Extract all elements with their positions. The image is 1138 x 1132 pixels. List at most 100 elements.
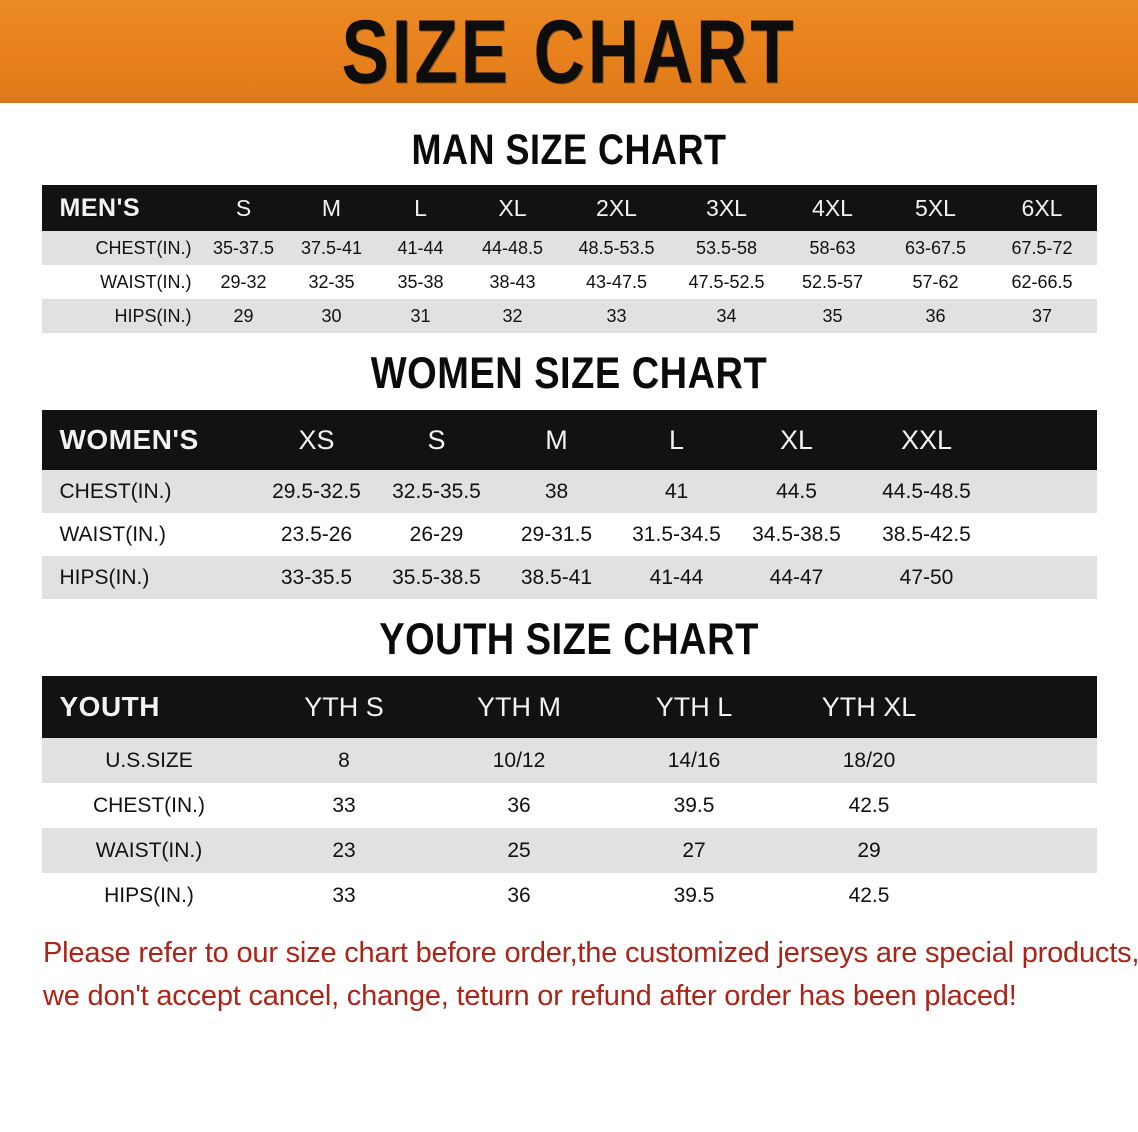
- man-col-header: M: [285, 185, 378, 231]
- youth-section-title: YOUTH SIZE CHART: [379, 615, 759, 665]
- youth-cell: 33: [256, 873, 432, 918]
- table-row: CHEST(IN.) 29.5-32.5 32.5-35.5 38 41 44.…: [41, 470, 1097, 513]
- man-section-title: MAN SIZE CHART: [411, 125, 727, 174]
- women-cell-filler: [996, 513, 1097, 556]
- man-cell: 29: [201, 299, 286, 333]
- youth-cell: 10/12: [431, 738, 607, 783]
- page-banner: SIZE CHART: [0, 0, 1138, 103]
- man-col-header: 6XL: [987, 185, 1097, 231]
- man-cell: 35-37.5: [201, 231, 286, 265]
- women-cell: 44-47: [736, 556, 857, 599]
- table-row: WAIST(IN.) 23 25 27 29: [41, 828, 1097, 873]
- women-cell: 34.5-38.5: [736, 513, 857, 556]
- youth-cell: 39.5: [606, 783, 782, 828]
- youth-cell: 39.5: [606, 873, 782, 918]
- man-cell: 62-66.5: [987, 265, 1097, 299]
- man-cell: 38-43: [463, 265, 562, 299]
- man-row-label: HIPS(IN.): [41, 299, 202, 333]
- man-cell: 32-35: [285, 265, 378, 299]
- women-cell: 32.5-35.5: [376, 470, 497, 513]
- women-cell: 35.5-38.5: [376, 556, 497, 599]
- table-row: HIPS(IN.) 29 30 31 32 33 34 35 36 37: [41, 299, 1097, 333]
- women-col-header: XL: [736, 410, 857, 470]
- youth-col-header: YTH XL: [781, 676, 957, 738]
- women-cell: 38.5-42.5: [856, 513, 997, 556]
- table-row: WAIST(IN.) 29-32 32-35 35-38 38-43 43-47…: [41, 265, 1097, 299]
- women-cell: 29.5-32.5: [256, 470, 377, 513]
- youth-size-table: YOUTH YTH S YTH M YTH L YTH XL U.S.SIZE …: [41, 676, 1097, 918]
- women-col-header: L: [616, 410, 737, 470]
- women-cell: 33-35.5: [256, 556, 377, 599]
- order-notice-line-2: we don't accept cancel, change, teturn o…: [43, 980, 1017, 1012]
- man-table-wrap: MEN'S S M L XL 2XL 3XL 4XL 5XL 6XL CHEST…: [41, 185, 1097, 333]
- man-header-row: MEN'S S M L XL 2XL 3XL 4XL 5XL 6XL: [41, 185, 1097, 231]
- youth-cell-filler: [956, 873, 1097, 918]
- man-col-header: L: [377, 185, 464, 231]
- man-cell: 63-67.5: [883, 231, 988, 265]
- youth-row-label: HIPS(IN.): [41, 873, 257, 918]
- youth-cell: 36: [431, 783, 607, 828]
- youth-cell-filler: [956, 828, 1097, 873]
- man-cell: 37: [987, 299, 1097, 333]
- man-row-label-header: MEN'S: [41, 185, 202, 231]
- man-cell: 35-38: [377, 265, 464, 299]
- man-col-header: 2XL: [561, 185, 672, 231]
- man-cell: 36: [883, 299, 988, 333]
- women-cell: 23.5-26: [256, 513, 377, 556]
- youth-row-label: U.S.SIZE: [41, 738, 257, 783]
- youth-cell: 23: [256, 828, 432, 873]
- order-notice: Please refer to our size chart before or…: [29, 932, 1138, 1018]
- man-cell: 33: [561, 299, 672, 333]
- man-col-header: XL: [463, 185, 562, 231]
- women-cell: 26-29: [376, 513, 497, 556]
- youth-cell: 29: [781, 828, 957, 873]
- man-cell: 67.5-72: [987, 231, 1097, 265]
- women-table-wrap: WOMEN'S XS S M L XL XXL CHEST(IN.) 29.5-…: [41, 410, 1097, 599]
- women-cell: 31.5-34.5: [616, 513, 737, 556]
- youth-cell-filler: [956, 783, 1097, 828]
- women-row-label: HIPS(IN.): [41, 556, 257, 599]
- women-row-label: WAIST(IN.): [41, 513, 257, 556]
- man-cell: 48.5-53.5: [561, 231, 672, 265]
- man-cell: 53.5-58: [671, 231, 782, 265]
- youth-cell: 42.5: [781, 783, 957, 828]
- man-col-header: S: [201, 185, 286, 231]
- man-col-header: 3XL: [671, 185, 782, 231]
- man-cell: 32: [463, 299, 562, 333]
- man-cell: 43-47.5: [561, 265, 672, 299]
- women-cell: 41-44: [616, 556, 737, 599]
- women-section-title: WOMEN SIZE CHART: [370, 349, 768, 399]
- man-cell: 35: [781, 299, 884, 333]
- man-cell: 34: [671, 299, 782, 333]
- table-row: WAIST(IN.) 23.5-26 26-29 29-31.5 31.5-34…: [41, 513, 1097, 556]
- youth-cell: 33: [256, 783, 432, 828]
- banner-title: SIZE CHART: [341, 0, 797, 102]
- women-cell: 44.5: [736, 470, 857, 513]
- table-row: HIPS(IN.) 33-35.5 35.5-38.5 38.5-41 41-4…: [41, 556, 1097, 599]
- youth-row-label: CHEST(IN.): [41, 783, 257, 828]
- youth-cell: 14/16: [606, 738, 782, 783]
- women-row-label: CHEST(IN.): [41, 470, 257, 513]
- women-col-header: XS: [256, 410, 377, 470]
- youth-col-header: YTH M: [431, 676, 607, 738]
- youth-table-wrap: YOUTH YTH S YTH M YTH L YTH XL U.S.SIZE …: [41, 676, 1097, 918]
- youth-cell: 36: [431, 873, 607, 918]
- women-cell: 47-50: [856, 556, 997, 599]
- table-row: HIPS(IN.) 33 36 39.5 42.5: [41, 873, 1097, 918]
- youth-col-header: YTH S: [256, 676, 432, 738]
- women-size-table: WOMEN'S XS S M L XL XXL CHEST(IN.) 29.5-…: [41, 410, 1097, 599]
- man-col-header: 5XL: [883, 185, 988, 231]
- man-cell: 31: [377, 299, 464, 333]
- women-header-filler: [996, 410, 1097, 470]
- youth-cell-filler: [956, 738, 1097, 783]
- table-row: CHEST(IN.) 35-37.5 37.5-41 41-44 44-48.5…: [41, 231, 1097, 265]
- man-col-header: 4XL: [781, 185, 884, 231]
- youth-col-header: YTH L: [606, 676, 782, 738]
- women-col-header: M: [496, 410, 617, 470]
- women-cell: 29-31.5: [496, 513, 617, 556]
- man-cell: 29-32: [201, 265, 286, 299]
- man-row-label: CHEST(IN.): [41, 231, 202, 265]
- women-row-label-header: WOMEN'S: [41, 410, 257, 470]
- table-row: CHEST(IN.) 33 36 39.5 42.5: [41, 783, 1097, 828]
